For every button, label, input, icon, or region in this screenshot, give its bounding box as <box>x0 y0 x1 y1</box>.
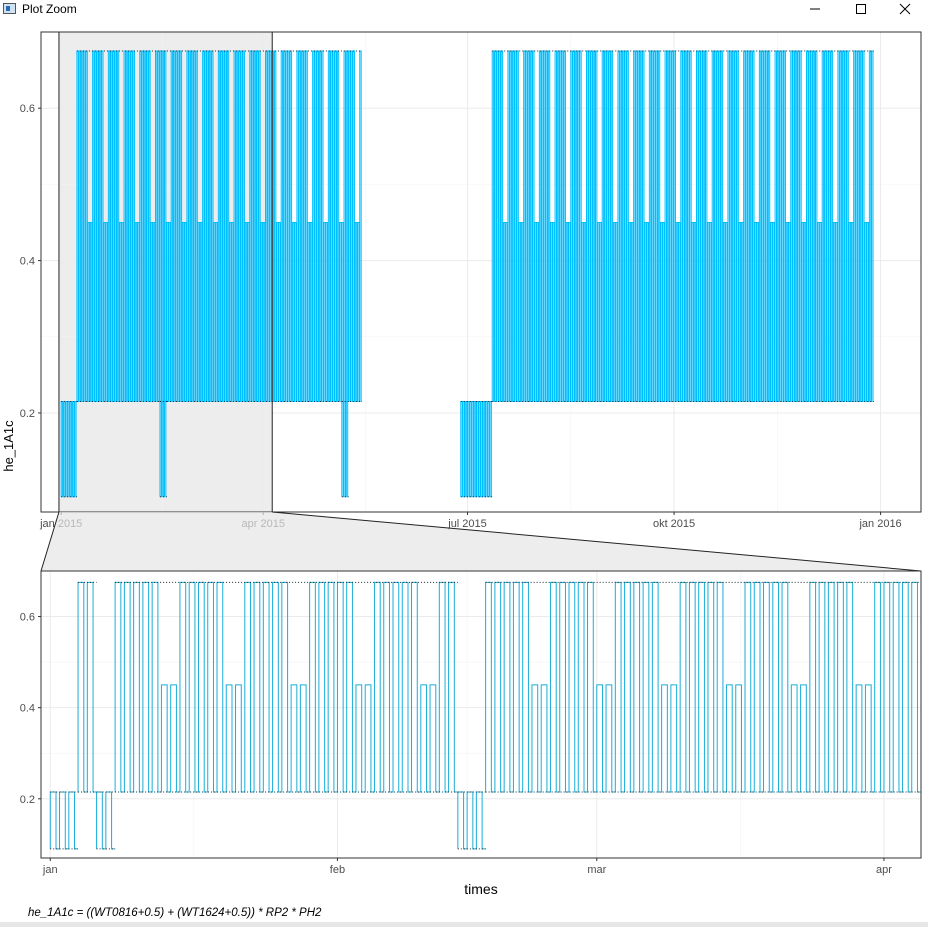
maximize-button[interactable] <box>838 0 884 18</box>
close-button[interactable] <box>882 0 928 18</box>
y-tick-label: 0.2 <box>20 794 35 806</box>
panel-background <box>41 571 921 858</box>
series-line-segment <box>341 401 349 498</box>
series-line-segment <box>460 401 493 498</box>
y-tick-label: 0.6 <box>20 612 35 624</box>
y-tick-label: 0.4 <box>20 703 35 715</box>
x-tick-label: jan 2016 <box>858 518 901 530</box>
series-group <box>60 50 874 498</box>
y-tick-label: 0.4 <box>20 256 35 268</box>
panel-border <box>40 31 922 513</box>
x-tick-label: mar <box>587 864 606 876</box>
series-group <box>49 581 921 850</box>
minimize-button[interactable] <box>792 0 838 18</box>
series-line-segment <box>159 401 167 498</box>
window-title: Plot Zoom <box>22 2 77 16</box>
x-tick-label: okt 2015 <box>653 518 695 530</box>
x-tick-label: apr <box>876 864 892 876</box>
x-tick-label: jan <box>42 864 58 876</box>
taskbar-strip <box>0 922 928 927</box>
plot-caption: he_1A1c = ((WT0816+0.5) + (WT1624+0.5)) … <box>28 907 322 919</box>
series-line-segment <box>485 581 921 793</box>
minimize-icon <box>810 8 820 10</box>
x-axis-label: times <box>464 881 497 897</box>
maximize-icon <box>856 4 866 14</box>
series-line-segment <box>491 50 874 403</box>
series-line-segment <box>114 581 458 793</box>
x-tick-label: feb <box>330 864 345 876</box>
window-titlebar: Plot Zoom <box>0 0 928 18</box>
zoom-connector-left <box>40 511 60 572</box>
close-icon <box>899 3 911 15</box>
y-tick-label: 0.2 <box>20 408 35 420</box>
zoom-panel: 0.2 0.4 0.6 jan feb mar apr <box>20 570 922 876</box>
zoom-connector <box>40 511 922 572</box>
y-axis-label: he_1A1c <box>1 420 16 472</box>
y-tick-label: 0.6 <box>20 103 35 115</box>
panel-border <box>40 570 922 859</box>
x-tick-label: jul 2015 <box>447 518 487 530</box>
app-icon <box>3 3 16 14</box>
zoom-connector-right <box>272 511 922 572</box>
zoom-connector-fill <box>41 512 921 571</box>
series-line-segment <box>60 401 77 498</box>
